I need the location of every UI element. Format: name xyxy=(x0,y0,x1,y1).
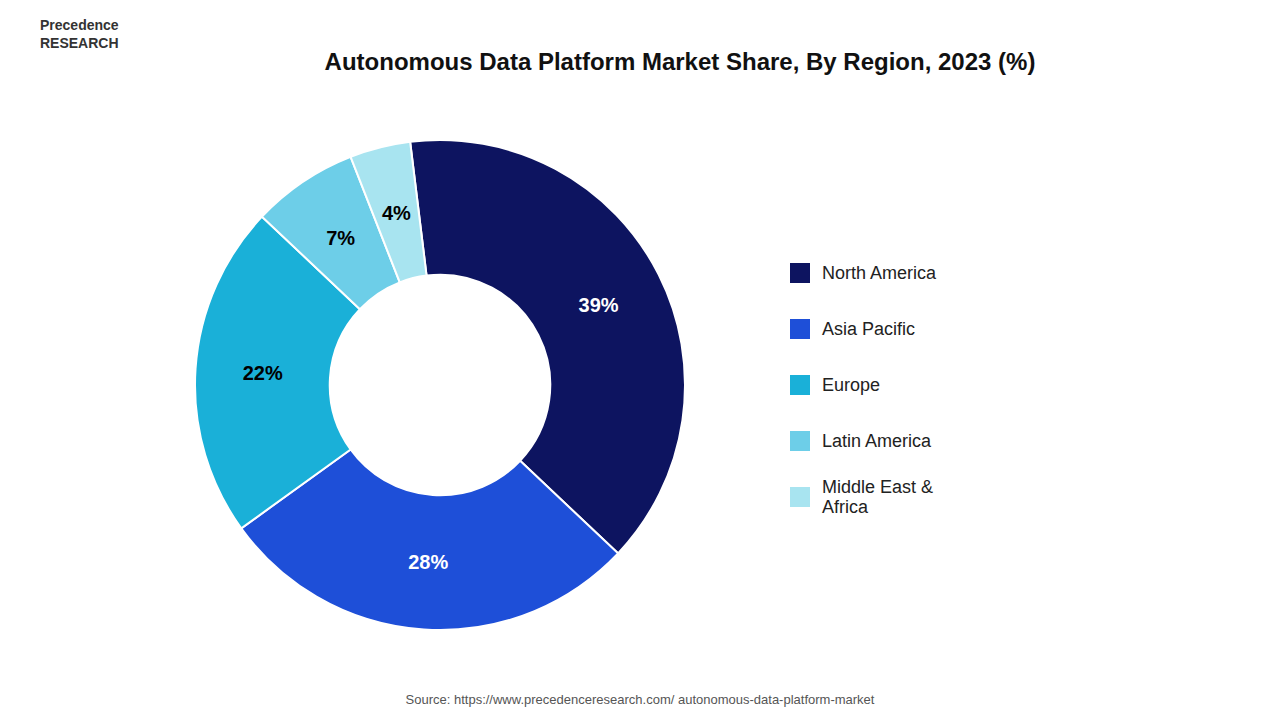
data-label: 7% xyxy=(326,227,355,249)
legend-label: Asia Pacific xyxy=(822,319,915,339)
data-label: 39% xyxy=(579,294,619,316)
legend: North America Asia Pacific Europe Latin Ame… xyxy=(790,263,937,517)
chart: PrecedenceRESEARCH Autonomous Data Platfo… xyxy=(0,0,1280,720)
chart-title: Autonomous Data Platform Market Share, B… xyxy=(325,48,1036,75)
legend-swatch xyxy=(790,319,810,339)
chart-container: PrecedenceRESEARCH Autonomous Data Platfo… xyxy=(0,0,1280,720)
legend-swatch xyxy=(790,431,810,451)
legend-label: Middle East &Africa xyxy=(822,477,933,517)
data-label: 28% xyxy=(408,551,448,573)
data-label: 4% xyxy=(382,202,411,224)
data-label: 22% xyxy=(243,362,283,384)
slices xyxy=(195,140,685,630)
logo-text: PrecedenceRESEARCH xyxy=(40,17,119,51)
slice xyxy=(351,142,427,283)
source-note: Source: https://www.precedenceresearch.c… xyxy=(406,692,875,707)
legend-swatch xyxy=(790,375,810,395)
data-labels: 39% 28% 22% 7% 4% xyxy=(243,202,619,573)
legend-label: Europe xyxy=(822,375,880,395)
legend-label: North America xyxy=(822,263,937,283)
legend-label: Latin America xyxy=(822,431,932,451)
background xyxy=(0,0,1280,720)
legend-swatch xyxy=(790,487,810,507)
legend-swatch xyxy=(790,263,810,283)
